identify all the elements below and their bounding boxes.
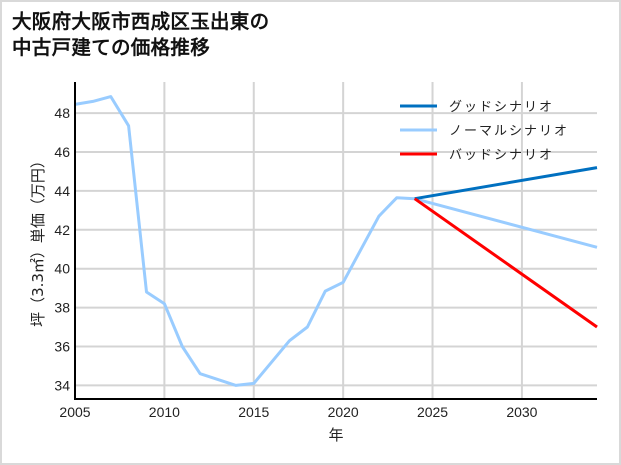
grid-lines (75, 82, 597, 399)
chart-title: 大阪府大阪市西成区玉出東の 中古戸建ての価格推移 (12, 9, 269, 61)
x-tick-labels: 2005 2010 2015 2020 2025 2030 (59, 404, 537, 420)
x-tick-label: 2010 (149, 404, 180, 420)
legend-label: ノーマルシナリオ (449, 124, 569, 139)
chart-title-line-2: 中古戸建ての価格推移 (12, 36, 211, 59)
axes (74, 82, 597, 400)
x-tick-label: 2030 (506, 404, 537, 420)
series-line-2 (413, 197, 598, 329)
x-axis-label: 年 (328, 426, 343, 444)
y-tick-label: 34 (54, 377, 70, 393)
x-tick-label: 2025 (417, 404, 448, 420)
y-tick-label: 46 (54, 144, 70, 160)
legend-label: グッドシナリオ (449, 100, 554, 115)
y-tick-labels: 34 36 38 40 42 44 46 48 (54, 105, 70, 393)
series-line-0 (414, 166, 598, 201)
x-tick-label: 2005 (59, 404, 90, 420)
y-tick-label: 38 (54, 300, 70, 316)
series-line-1 (74, 95, 598, 387)
x-tick-label: 2020 (328, 404, 359, 420)
y-tick-label: 42 (54, 222, 70, 238)
y-tick-label: 44 (54, 183, 70, 199)
y-tick-label: 48 (54, 105, 70, 121)
chart-title-line-1: 大阪府大阪市西成区玉出東の (12, 10, 270, 33)
y-tick-label: 36 (54, 338, 70, 354)
y-tick-label: 40 (54, 261, 70, 277)
x-tick-label: 2015 (238, 404, 269, 420)
legend-label: バッドシナリオ (449, 148, 554, 163)
y-axis-label: 坪（3.3㎡）単価（万円） (29, 153, 47, 327)
data-lines (74, 95, 598, 387)
